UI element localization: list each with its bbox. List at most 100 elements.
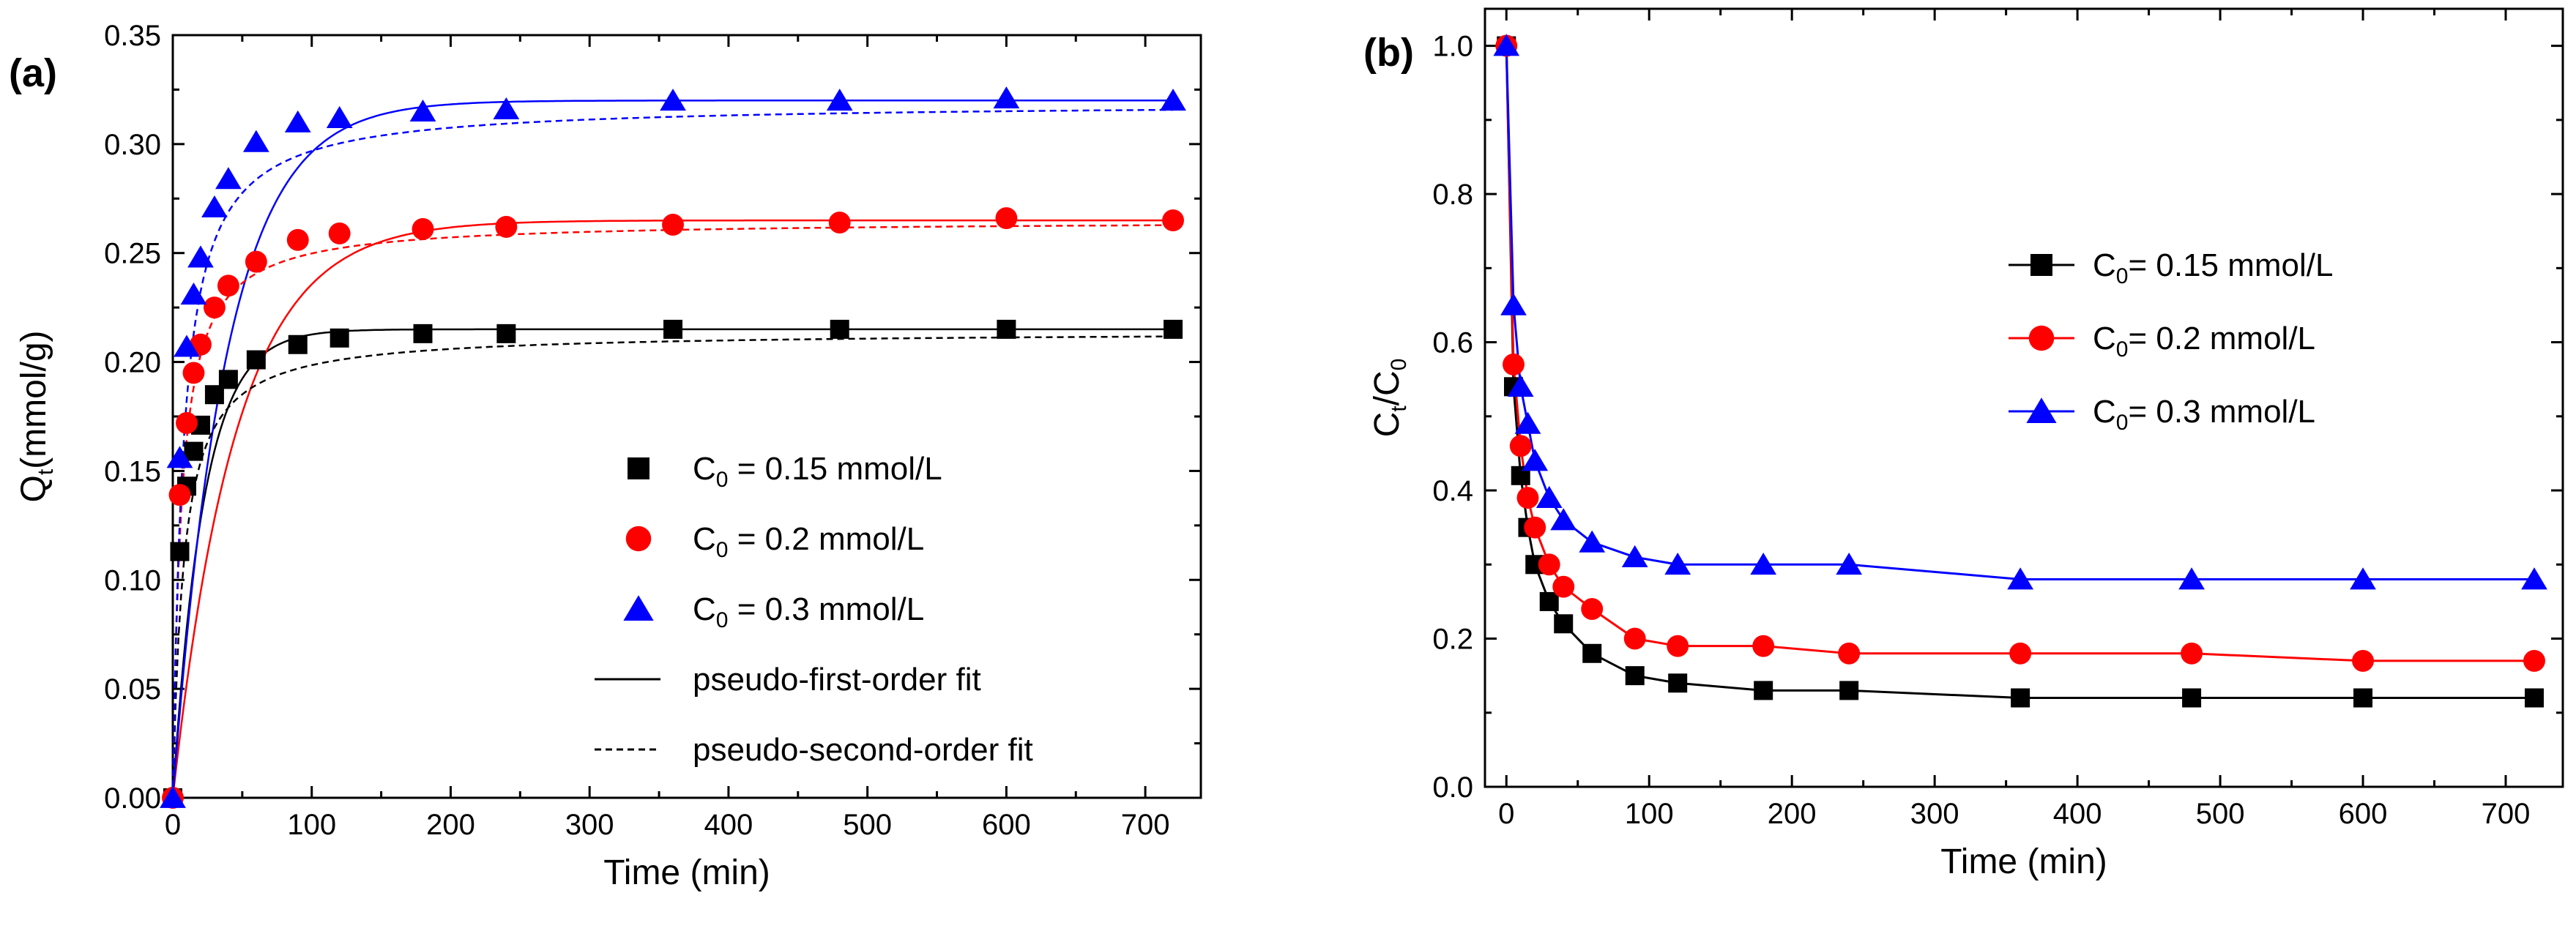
y-tick-label: 0.00: [104, 782, 161, 815]
data-point: [1552, 575, 1575, 598]
data-point: [176, 411, 198, 434]
data-point: [2350, 567, 2376, 590]
data-point: [2523, 649, 2545, 672]
data-point: [1507, 375, 1534, 397]
data-point: [180, 283, 207, 305]
legend: C0= 0.15 mmol/L C0= 0.2 mmol/L C0= 0.3 mmo…: [2009, 247, 2334, 435]
panel-label: (a): [9, 51, 57, 95]
plot-frame: [1484, 7, 2564, 788]
data-point: [170, 542, 190, 561]
data-point: [1500, 293, 1527, 315]
data-point: [2009, 642, 2032, 665]
data-point: [997, 319, 1016, 339]
data-point: [2007, 567, 2034, 590]
series-line: [1505, 45, 2534, 580]
data-point: [1579, 530, 1606, 553]
x-tick-label: 200: [426, 809, 475, 841]
data-point: [187, 245, 214, 268]
x-tick-label: 100: [287, 809, 336, 841]
data-point: [2011, 688, 2030, 708]
data-point: [1667, 635, 1689, 657]
first-order-fit-line: [171, 100, 1174, 799]
legend-marker: [623, 595, 654, 621]
data-point: [826, 89, 853, 111]
second-order-fit-line: [171, 108, 1174, 799]
legend-label: C0= 0.2 mmol/L: [2093, 321, 2315, 362]
data-point: [1581, 598, 1604, 620]
data-point: [330, 328, 349, 348]
data-point: [1164, 319, 1183, 339]
data-point: [1514, 411, 1541, 434]
data-point: [1503, 353, 1525, 375]
data-point: [1839, 681, 1859, 700]
y-tick-label: 0.0: [1432, 771, 1473, 804]
data-point: [1668, 673, 1688, 693]
y-tick-label: 0.6: [1432, 327, 1473, 359]
y-tick-label: 0.15: [104, 455, 161, 487]
x-tick-label: 0: [165, 809, 181, 841]
data-point: [1621, 545, 1648, 567]
panel-b-chart: 0 100 200 300 400 500 600 700 0.0 0.2 0.4 0.6 0.8 1.0…: [1363, 7, 2564, 881]
data-point: [2182, 688, 2202, 708]
legend-fit-label: pseudo-second-order fit: [693, 732, 1033, 768]
x-tick-label: 0: [1498, 798, 1514, 830]
x-tick-label: 500: [843, 809, 892, 841]
legend-marker: [2028, 325, 2055, 351]
data-point: [409, 99, 436, 122]
first-order-fit-line: [171, 219, 1174, 799]
data-point: [1752, 635, 1775, 657]
data-point: [828, 212, 851, 233]
legend-marker: [625, 526, 652, 552]
legend-label: C0= 0.3 mmol/L: [2093, 394, 2315, 435]
x-tick-label: 300: [1910, 798, 1959, 830]
data-point: [1535, 485, 1563, 508]
data-point: [1539, 591, 1559, 611]
y-tick-label: 0.4: [1432, 475, 1473, 507]
data-point: [1836, 553, 1863, 575]
data-point: [2181, 642, 2203, 665]
data-point: [288, 334, 308, 354]
legend-label: C0 = 0.3 mmol/L: [693, 591, 924, 632]
x-axis-title: Time (min): [1940, 842, 2107, 881]
x-axis-title: Time (min): [603, 853, 770, 892]
data-point: [1754, 681, 1773, 700]
data-point: [2521, 567, 2547, 590]
data-point: [662, 214, 684, 236]
y-tick-label: 0.35: [104, 20, 161, 52]
data-point: [203, 296, 226, 319]
plot-frame: [171, 34, 1202, 799]
data-point: [215, 167, 242, 190]
data-point: [830, 319, 849, 339]
data-point: [1162, 209, 1185, 232]
data-point: [2525, 688, 2545, 708]
data-point: [1750, 553, 1777, 575]
x-tick-label: 300: [565, 809, 614, 841]
x-tick-label: 400: [2053, 798, 2102, 830]
data-point: [1838, 642, 1861, 665]
data-point: [1664, 553, 1691, 575]
legend-label: C0= 0.15 mmol/L: [2093, 247, 2334, 288]
x-tick-label: 500: [2196, 798, 2245, 830]
data-point: [284, 110, 311, 132]
y-tick-label: 0.30: [104, 129, 161, 161]
data-point: [1509, 435, 1532, 457]
data-point: [326, 105, 353, 128]
data-point: [246, 350, 266, 370]
data-point: [218, 370, 238, 389]
second-order-fit-line: [171, 224, 1174, 799]
data-point: [1516, 487, 1539, 509]
panel-label: (b): [1363, 31, 1414, 75]
data-point: [160, 785, 186, 808]
data-point: [493, 97, 520, 120]
x-tick-label: 100: [1625, 798, 1674, 830]
data-point: [1524, 516, 1546, 539]
data-point: [1493, 34, 1520, 56]
data-point: [1554, 614, 1574, 634]
y-tick-label: 0.2: [1432, 624, 1473, 656]
data-point: [1623, 627, 1646, 650]
y-tick-label: 0.05: [104, 673, 161, 706]
data-point: [496, 324, 516, 343]
y-tick-label: 0.20: [104, 347, 161, 379]
data-point: [660, 89, 686, 111]
